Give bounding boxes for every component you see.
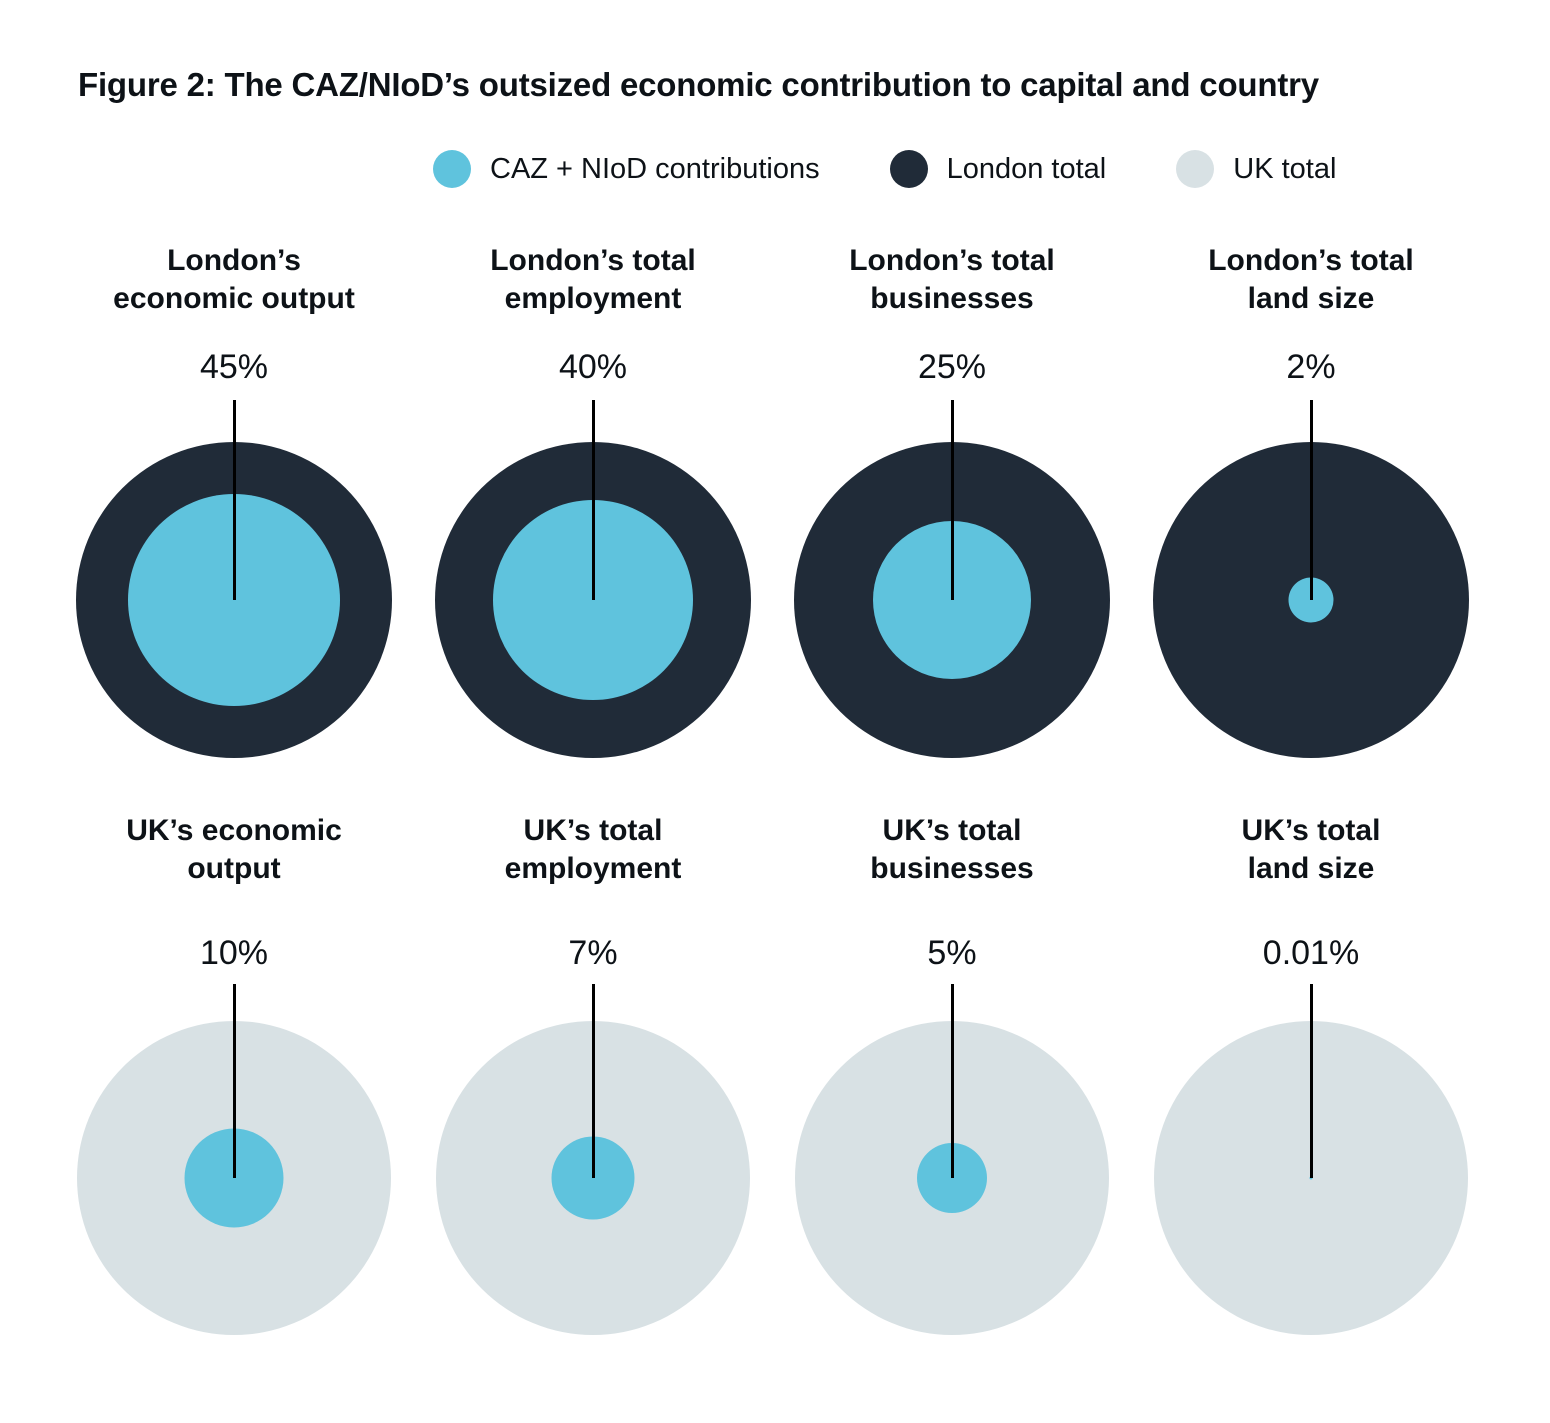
leader-line (1309, 984, 1313, 1178)
value-label: 7% (568, 934, 618, 972)
value-label: 5% (927, 934, 977, 972)
chart-title: London’s economic output (113, 244, 355, 315)
chart-london-total-employment: London’s total employment 40% (413, 242, 773, 762)
chart-title: London’s total employment (490, 244, 696, 315)
chart-uk-total-employment: UK’s total employment 7% (413, 812, 773, 1342)
chart-uk-economic-output: UK’s economic output 10% (54, 812, 414, 1342)
legend-label-caz: CAZ + NIoD contributions (490, 152, 820, 185)
value-label: 40% (558, 348, 628, 386)
chart-uk-total-businesses: UK’s total businesses 5% (772, 812, 1132, 1342)
chart-london-economic-output: London’s economic output 45% (54, 242, 414, 762)
value-label: 45% (199, 348, 269, 386)
inner-circle (1309, 1176, 1313, 1180)
value-label: 2% (1286, 348, 1336, 386)
leader-line (950, 400, 954, 600)
legend-item-uk: UK total (1176, 150, 1336, 188)
chart-london-total-land-size: London’s total land size 2% (1131, 242, 1491, 762)
legend: CAZ + NIoD contributions London total UK… (433, 150, 1336, 188)
value-label: 25% (917, 348, 987, 386)
uk-legend-dot-icon (1176, 150, 1215, 188)
value-label: 10% (199, 934, 269, 972)
figure-title: Figure 2: The CAZ/NIoD’s outsized econom… (78, 66, 1319, 103)
chart-title: UK’s total businesses (870, 814, 1034, 885)
legend-item-caz: CAZ + NIoD contributions (433, 150, 820, 188)
chart-title: London’s total land size (1208, 244, 1414, 315)
caz-legend-dot-icon (433, 150, 471, 188)
legend-item-london: London total (889, 150, 1107, 188)
leader-line (950, 984, 954, 1178)
leader-line (232, 400, 236, 600)
leader-line (591, 984, 595, 1178)
chart-title: London’s total businesses (849, 244, 1055, 315)
legend-label-uk: UK total (1233, 152, 1337, 185)
leader-line (591, 400, 595, 600)
chart-title: UK’s economic output (126, 814, 342, 885)
chart-london-total-businesses: London’s total businesses 25% (772, 242, 1132, 762)
value-label: 0.01% (1262, 934, 1360, 972)
chart-uk-total-land-size: UK’s total land size 0.01% (1131, 812, 1491, 1342)
chart-title: UK’s total land size (1241, 814, 1381, 885)
chart-title: UK’s total employment (504, 814, 682, 885)
leader-line (232, 984, 236, 1178)
leader-line (1309, 400, 1313, 600)
legend-label-london: London total (946, 152, 1107, 185)
london-legend-dot-icon (889, 150, 928, 188)
